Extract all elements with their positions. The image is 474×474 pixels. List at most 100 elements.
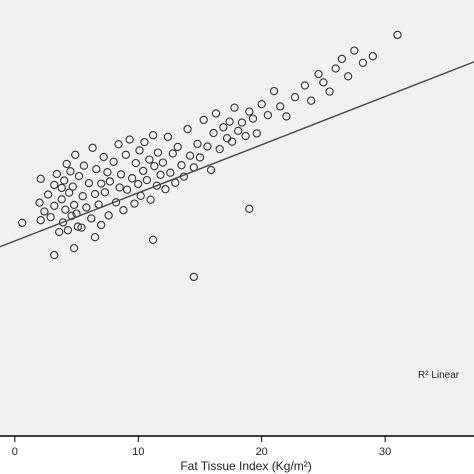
data-point <box>74 171 84 181</box>
data-point <box>230 103 239 112</box>
data-point <box>69 200 79 210</box>
data-point <box>66 167 75 176</box>
data-point <box>161 185 170 194</box>
x-tick-label: 0 <box>12 446 18 458</box>
data-point <box>92 165 101 174</box>
data-point <box>52 169 61 179</box>
data-point <box>18 218 27 227</box>
data-point <box>115 183 124 192</box>
data-point <box>306 96 316 105</box>
data-point <box>125 135 134 144</box>
data-point <box>62 159 71 169</box>
data-point <box>77 223 86 232</box>
data-point <box>104 211 113 220</box>
data-point <box>241 131 250 141</box>
data-point <box>114 140 123 149</box>
data-point <box>263 110 273 120</box>
data-point <box>50 180 59 190</box>
data-point <box>156 170 165 179</box>
data-point <box>227 137 237 146</box>
data-point <box>119 206 128 215</box>
data-point <box>97 179 106 188</box>
data-point <box>300 81 310 90</box>
data-point <box>337 54 347 64</box>
data-point <box>122 185 132 194</box>
data-point <box>319 78 328 87</box>
linear-fit-line <box>0 61 474 248</box>
data-point <box>350 46 359 55</box>
data-point <box>58 218 68 227</box>
data-point <box>109 157 118 166</box>
data-point <box>64 188 74 197</box>
data-point <box>43 190 53 199</box>
x-tick-label: 30 <box>379 446 391 458</box>
data-point <box>163 132 173 142</box>
x-tick-label: 20 <box>256 446 268 458</box>
data-point <box>203 142 212 151</box>
data-point <box>82 203 91 212</box>
data-point <box>199 115 208 125</box>
data-point <box>97 220 106 230</box>
data-point <box>193 139 202 149</box>
data-points <box>18 30 402 282</box>
data-point <box>57 195 66 204</box>
data-point <box>252 129 261 138</box>
data-point <box>168 149 177 158</box>
data-point <box>61 205 70 214</box>
data-point <box>219 123 228 132</box>
data-point <box>343 72 353 81</box>
data-point <box>71 150 80 159</box>
data-point <box>245 204 254 213</box>
data-point <box>36 174 45 183</box>
data-point <box>195 153 205 162</box>
data-point <box>368 52 377 61</box>
data-point <box>78 192 87 201</box>
data-point <box>84 178 94 188</box>
data-point <box>145 155 154 164</box>
x-axis-label: Fat Tissue Index (Kg/m²) <box>180 459 311 473</box>
data-point <box>206 165 216 175</box>
data-point <box>99 152 108 162</box>
data-point <box>103 168 112 177</box>
data-point <box>88 143 97 152</box>
data-point <box>325 87 334 96</box>
data-point <box>68 182 77 191</box>
data-point <box>314 69 323 79</box>
data-point <box>237 118 247 127</box>
data-point <box>183 124 192 134</box>
data-point <box>36 216 45 225</box>
data-point <box>135 146 144 155</box>
data-point <box>46 212 55 222</box>
data-point <box>63 226 73 235</box>
plot-area <box>0 0 474 436</box>
data-point <box>69 243 79 253</box>
data-point <box>90 233 100 242</box>
data-point <box>331 64 340 73</box>
data-point <box>87 214 96 223</box>
data-point <box>177 161 186 170</box>
data-point <box>57 183 66 193</box>
data-point <box>148 235 158 244</box>
data-point <box>60 176 69 185</box>
data-point <box>185 151 195 160</box>
data-point <box>73 222 82 231</box>
data-point <box>50 250 59 260</box>
data-point <box>40 207 49 216</box>
data-point <box>105 177 115 186</box>
data-point <box>234 126 243 135</box>
data-point <box>146 195 155 204</box>
data-point <box>134 179 143 189</box>
data-point <box>148 131 158 140</box>
data-point <box>55 227 64 237</box>
legend-r2-linear: R² Linear <box>418 370 460 381</box>
data-point <box>358 58 368 67</box>
data-point <box>209 128 218 138</box>
data-point <box>121 150 131 159</box>
data-point <box>245 107 254 116</box>
data-point <box>153 148 163 157</box>
data-point <box>90 189 100 199</box>
data-point <box>50 201 59 210</box>
data-point <box>225 117 234 126</box>
x-axis-ticks: 0 10 20 30 <box>12 436 391 458</box>
